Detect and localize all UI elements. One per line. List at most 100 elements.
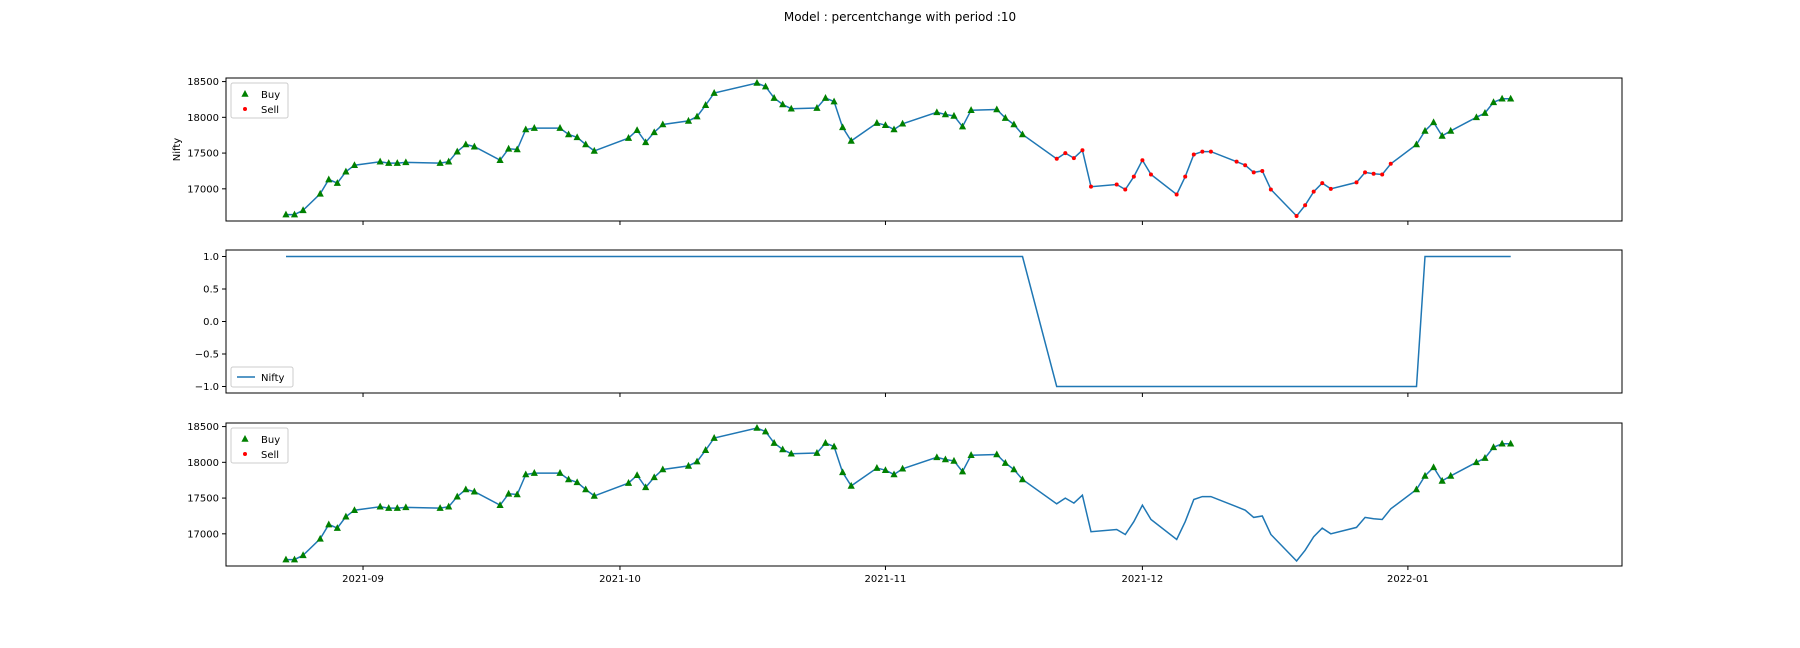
buy-marker [522, 125, 530, 133]
buy-marker [496, 501, 504, 509]
legend-buy-marker [241, 90, 249, 97]
buy-marker [573, 478, 581, 486]
buy-marker [1421, 471, 1429, 479]
buy-marker [779, 100, 787, 108]
buy-marker [282, 555, 290, 563]
x-tick-label: 2021-10 [599, 574, 641, 585]
buy-marker [813, 449, 821, 456]
buy-marker [564, 130, 573, 138]
x-tick-label: 2021-09 [342, 574, 384, 585]
buy-marker [1498, 94, 1506, 102]
sell-marker [1200, 149, 1205, 154]
buy-marker [462, 140, 470, 148]
buy-marker [402, 158, 410, 166]
buy-marker [950, 456, 958, 464]
buy-marker [821, 94, 830, 101]
y-tick-label: −1.0 [195, 382, 219, 393]
buy-marker [898, 119, 907, 127]
buy-marker [873, 464, 881, 471]
series-line [286, 82, 1511, 218]
legend-sell-marker [243, 452, 247, 456]
buy-marker [1001, 114, 1009, 121]
buy-marker [530, 469, 538, 476]
y-tick-label: 0.5 [203, 285, 219, 296]
plot-frame [225, 249, 1623, 394]
buy-marker [941, 455, 950, 463]
buy-marker [624, 479, 633, 486]
sell-marker [1148, 172, 1153, 177]
sell-marker [1363, 170, 1368, 175]
y-tick-label: 17500 [187, 494, 219, 505]
buy-marker [839, 123, 847, 131]
buy-marker [445, 502, 453, 510]
buy-marker [470, 487, 478, 495]
y-tick-label: 18500 [187, 77, 219, 88]
buy-marker [282, 210, 290, 218]
y-tick-label: 18500 [187, 422, 219, 433]
legend-buy-label: Buy [261, 435, 280, 446]
buy-marker [590, 491, 598, 499]
y-tick-label: 17000 [187, 529, 219, 540]
buy-marker [1438, 131, 1446, 139]
buy-marker [402, 503, 410, 511]
buy-marker [1010, 465, 1018, 473]
buy-marker [873, 119, 881, 126]
buy-marker [522, 470, 530, 478]
buy-marker [556, 124, 564, 131]
legend-series-label: Nifty [261, 373, 285, 384]
buy-marker [333, 524, 341, 531]
buy-marker [950, 111, 958, 119]
buy-marker [933, 108, 941, 116]
buy-marker [290, 210, 299, 218]
buy-marker [556, 469, 564, 476]
sell-marker [1303, 203, 1308, 208]
buy-marker [898, 464, 907, 472]
sell-marker [1054, 156, 1059, 161]
legend-sell-label: Sell [261, 105, 279, 116]
buy-marker [633, 471, 641, 478]
buy-marker [316, 534, 324, 542]
sell-marker [1251, 170, 1256, 175]
buy-marker [342, 512, 350, 520]
sell-marker [1063, 151, 1068, 156]
sell-marker [1174, 192, 1179, 197]
buy-marker [350, 161, 359, 169]
buy-marker [684, 116, 693, 124]
buy-marker [933, 453, 941, 461]
buy-marker [659, 120, 667, 128]
y-axis-label: Nifty [172, 138, 183, 162]
buy-marker [530, 124, 538, 131]
buy-marker [1412, 140, 1421, 148]
legend-sell-marker [243, 107, 247, 111]
buy-marker [1481, 109, 1489, 116]
buy-marker [890, 125, 898, 133]
buy-marker [881, 466, 890, 473]
sell-marker [1191, 152, 1196, 157]
buy-marker [496, 156, 504, 164]
legend-buy-label: Buy [261, 90, 280, 101]
sell-marker [1208, 149, 1213, 154]
buy-marker [967, 106, 975, 113]
buy-marker [385, 504, 393, 511]
buy-marker [462, 485, 470, 493]
buy-marker [890, 470, 898, 478]
buy-marker [770, 439, 778, 446]
buy-marker [753, 79, 761, 86]
sell-marker [1114, 182, 1119, 187]
figure-title: Model : percentchange with period :10 [783, 10, 1017, 24]
buy-marker [633, 126, 641, 133]
sell-marker [1183, 174, 1188, 179]
buy-marker [941, 110, 950, 118]
buy-marker [590, 146, 598, 154]
y-tick-label: 0.0 [203, 317, 219, 328]
buy-marker [342, 167, 350, 175]
buy-marker [787, 104, 795, 112]
buy-marker [582, 485, 590, 493]
sell-marker [1243, 163, 1248, 168]
sell-marker [1140, 158, 1145, 163]
buy-marker [958, 467, 967, 475]
y-tick-label: −0.5 [195, 350, 219, 361]
y-tick-label: 17500 [187, 149, 219, 160]
plot-frame [225, 77, 1623, 222]
